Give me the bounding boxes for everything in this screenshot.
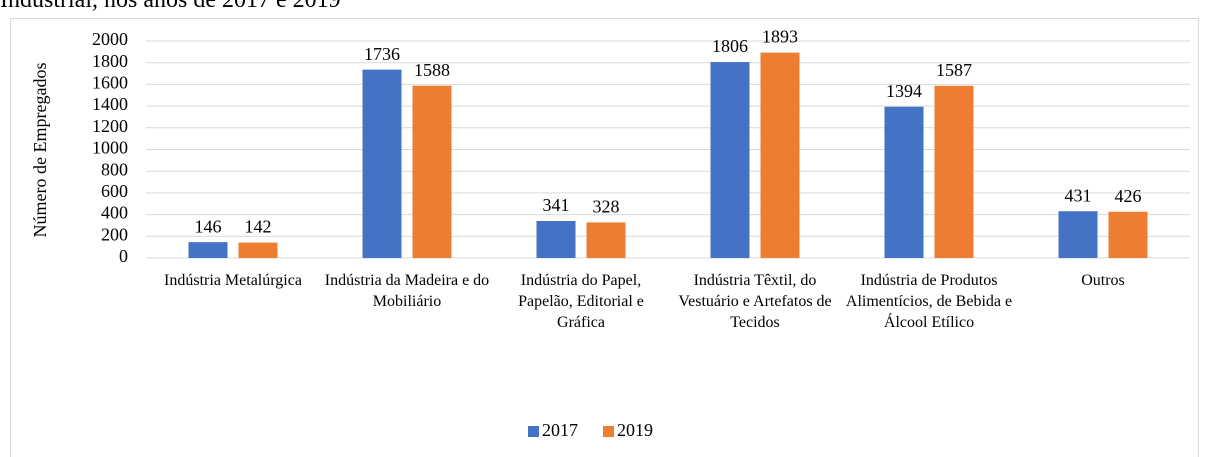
data-label: 146 (195, 216, 222, 236)
x-tick-label: Indústria do Papel, Papelão, Editorial e… (518, 272, 644, 331)
bar (536, 221, 576, 258)
y-tick-label: 2000 (92, 29, 128, 49)
x-tick-label: Indústria da Madeira e do Mobiliário (324, 272, 490, 310)
bar (710, 62, 750, 259)
bar (586, 222, 626, 258)
x-tick-label: Outros (1081, 272, 1125, 289)
legend-label: 2019 (617, 420, 653, 440)
bar (884, 106, 924, 258)
bar (412, 85, 452, 259)
chart-border (10, 18, 1199, 457)
data-label: 1588 (414, 60, 450, 80)
data-label: 431 (1065, 185, 1092, 205)
bar (1058, 211, 1098, 258)
data-label: 1394 (886, 81, 922, 101)
data-label: 328 (593, 197, 620, 217)
data-label: 142 (245, 217, 272, 237)
x-tick-label: Indústria de Produtos Alimentícios, de B… (845, 272, 1013, 331)
x-tick-label: Indústria Metalúrgica (164, 272, 302, 289)
data-label: 1736 (364, 44, 400, 64)
y-tick-label: 1200 (92, 116, 128, 136)
legend-swatch (603, 426, 614, 437)
legend-label: 2017 (542, 420, 578, 440)
data-label: 1893 (762, 27, 798, 47)
bar (238, 242, 278, 258)
data-label: 1806 (712, 36, 748, 56)
y-tick-label: 0 (119, 246, 128, 266)
x-tick-label: Indústria Têxtil, do Vestuário e Artefat… (678, 272, 832, 331)
y-tick-label: 1400 (92, 94, 128, 114)
y-tick-label: 800 (101, 159, 128, 179)
y-tick-label: 1000 (92, 138, 128, 158)
bar (934, 85, 974, 258)
legend-swatch (528, 426, 539, 437)
data-label: 1587 (936, 60, 972, 80)
data-label: 426 (1115, 186, 1142, 206)
bar (760, 52, 800, 259)
y-tick-label: 1600 (92, 73, 128, 93)
bar (1108, 211, 1148, 258)
data-label: 341 (543, 195, 570, 215)
bar (362, 69, 402, 258)
y-tick-label: 400 (101, 203, 128, 223)
chart-title: Industrial, nos anos de 2017 e 2019 (0, 0, 341, 13)
y-axis-label: Número de Empregados (30, 63, 50, 238)
bar (188, 242, 228, 258)
y-tick-label: 1800 (92, 51, 128, 71)
y-tick-label: 200 (101, 224, 128, 244)
y-tick-label: 600 (101, 181, 128, 201)
